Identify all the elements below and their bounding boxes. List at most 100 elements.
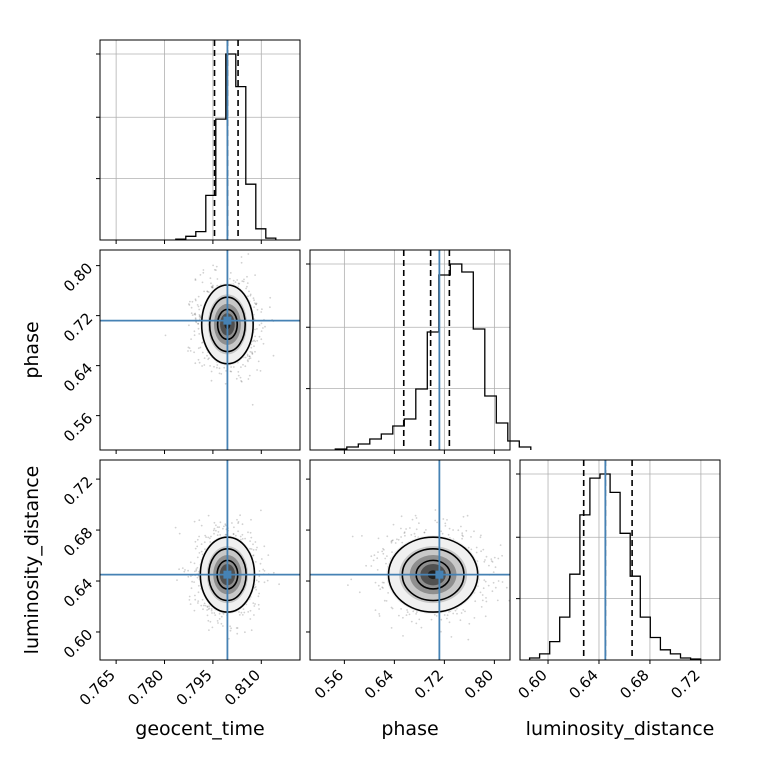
sample-point [481, 599, 484, 602]
sample-point [260, 338, 263, 341]
sample-point [461, 537, 463, 540]
sample-point [200, 524, 203, 527]
sample-point [256, 369, 258, 371]
sample-point [433, 613, 436, 616]
sample-point [381, 586, 384, 589]
sample-point [197, 305, 200, 308]
sample-point [194, 594, 196, 597]
sample-point [188, 324, 190, 327]
sample-point [446, 614, 449, 617]
sample-point [254, 541, 257, 543]
sample-point [391, 551, 393, 553]
sample-point [436, 521, 438, 524]
sample-point [483, 579, 486, 581]
sample-point [248, 355, 251, 358]
sample-point [350, 578, 353, 581]
sample-point [220, 373, 223, 375]
sample-point [183, 570, 186, 573]
sample-point [491, 561, 494, 563]
sample-point [194, 279, 197, 281]
sample-point [263, 581, 266, 584]
sample-point [415, 622, 418, 625]
sample-point [258, 335, 261, 338]
sample-point [201, 342, 203, 344]
sample-point [214, 614, 217, 616]
sample-point [181, 567, 184, 569]
sample-point [257, 580, 260, 583]
sample-point [218, 526, 221, 528]
sample-point [196, 566, 199, 569]
sample-point [193, 334, 196, 337]
sample-point [258, 575, 261, 577]
sample-point [475, 546, 478, 549]
sample-point [211, 285, 214, 288]
sample-point [244, 356, 247, 359]
sample-point [247, 378, 250, 380]
x-tick-label: 0.80 [461, 666, 497, 702]
sample-point [203, 602, 206, 605]
sample-point [196, 545, 199, 548]
grid-layer [100, 40, 720, 660]
sample-point [189, 300, 191, 303]
sample-point [485, 600, 488, 603]
y-tick-label: 0.56 [60, 409, 96, 445]
sample-point [251, 403, 254, 406]
sample-point [209, 541, 212, 543]
sample-point [194, 278, 197, 280]
sample-point [194, 598, 197, 601]
sample-point [501, 554, 503, 557]
sample-point [206, 606, 209, 608]
sample-point [203, 290, 206, 293]
sample-point [208, 537, 211, 540]
density-layer [164, 253, 510, 641]
sample-point [401, 541, 404, 544]
sample-point [465, 529, 468, 532]
sample-point [383, 581, 385, 584]
sample-point [205, 536, 208, 538]
sample-point [492, 571, 495, 573]
sample-point [246, 285, 248, 288]
sample-point [250, 548, 253, 550]
sample-point [229, 277, 231, 280]
sample-point [260, 330, 263, 332]
sample-point [497, 557, 500, 560]
sample-point [479, 591, 482, 594]
x-tick-label: 0.72 [411, 666, 447, 702]
sample-point [211, 612, 213, 614]
sample-point [216, 526, 219, 528]
sample-point [434, 519, 437, 522]
sample-point [241, 533, 244, 536]
panel-frame [519, 459, 721, 661]
sample-point [200, 543, 203, 545]
sample-point [239, 376, 242, 379]
sample-point [188, 347, 191, 349]
sample-point [224, 524, 227, 527]
sample-point [382, 587, 384, 589]
sample-point [253, 306, 256, 308]
sample-point [492, 581, 495, 584]
sample-point [269, 306, 271, 309]
sample-point [442, 518, 445, 520]
sample-point [241, 523, 244, 526]
sample-point [207, 291, 210, 293]
sample-point [423, 531, 426, 534]
sample-point [203, 541, 206, 544]
sample-point [195, 568, 198, 570]
sample-point [232, 533, 235, 535]
sample-point [385, 562, 387, 565]
sample-point [204, 604, 207, 607]
sample-point [174, 526, 177, 529]
sample-point [264, 325, 266, 328]
sample-point [370, 565, 373, 567]
sample-point [194, 299, 197, 302]
sample-point [257, 603, 260, 606]
sample-point [206, 290, 209, 293]
sample-point [460, 525, 462, 528]
sample-point [236, 627, 239, 629]
sample-point [210, 285, 213, 288]
x-tick-label: 0.72 [667, 666, 703, 702]
sample-point [187, 346, 190, 349]
sample-point [255, 588, 258, 591]
sample-point [198, 552, 201, 554]
sample-point [253, 339, 256, 342]
